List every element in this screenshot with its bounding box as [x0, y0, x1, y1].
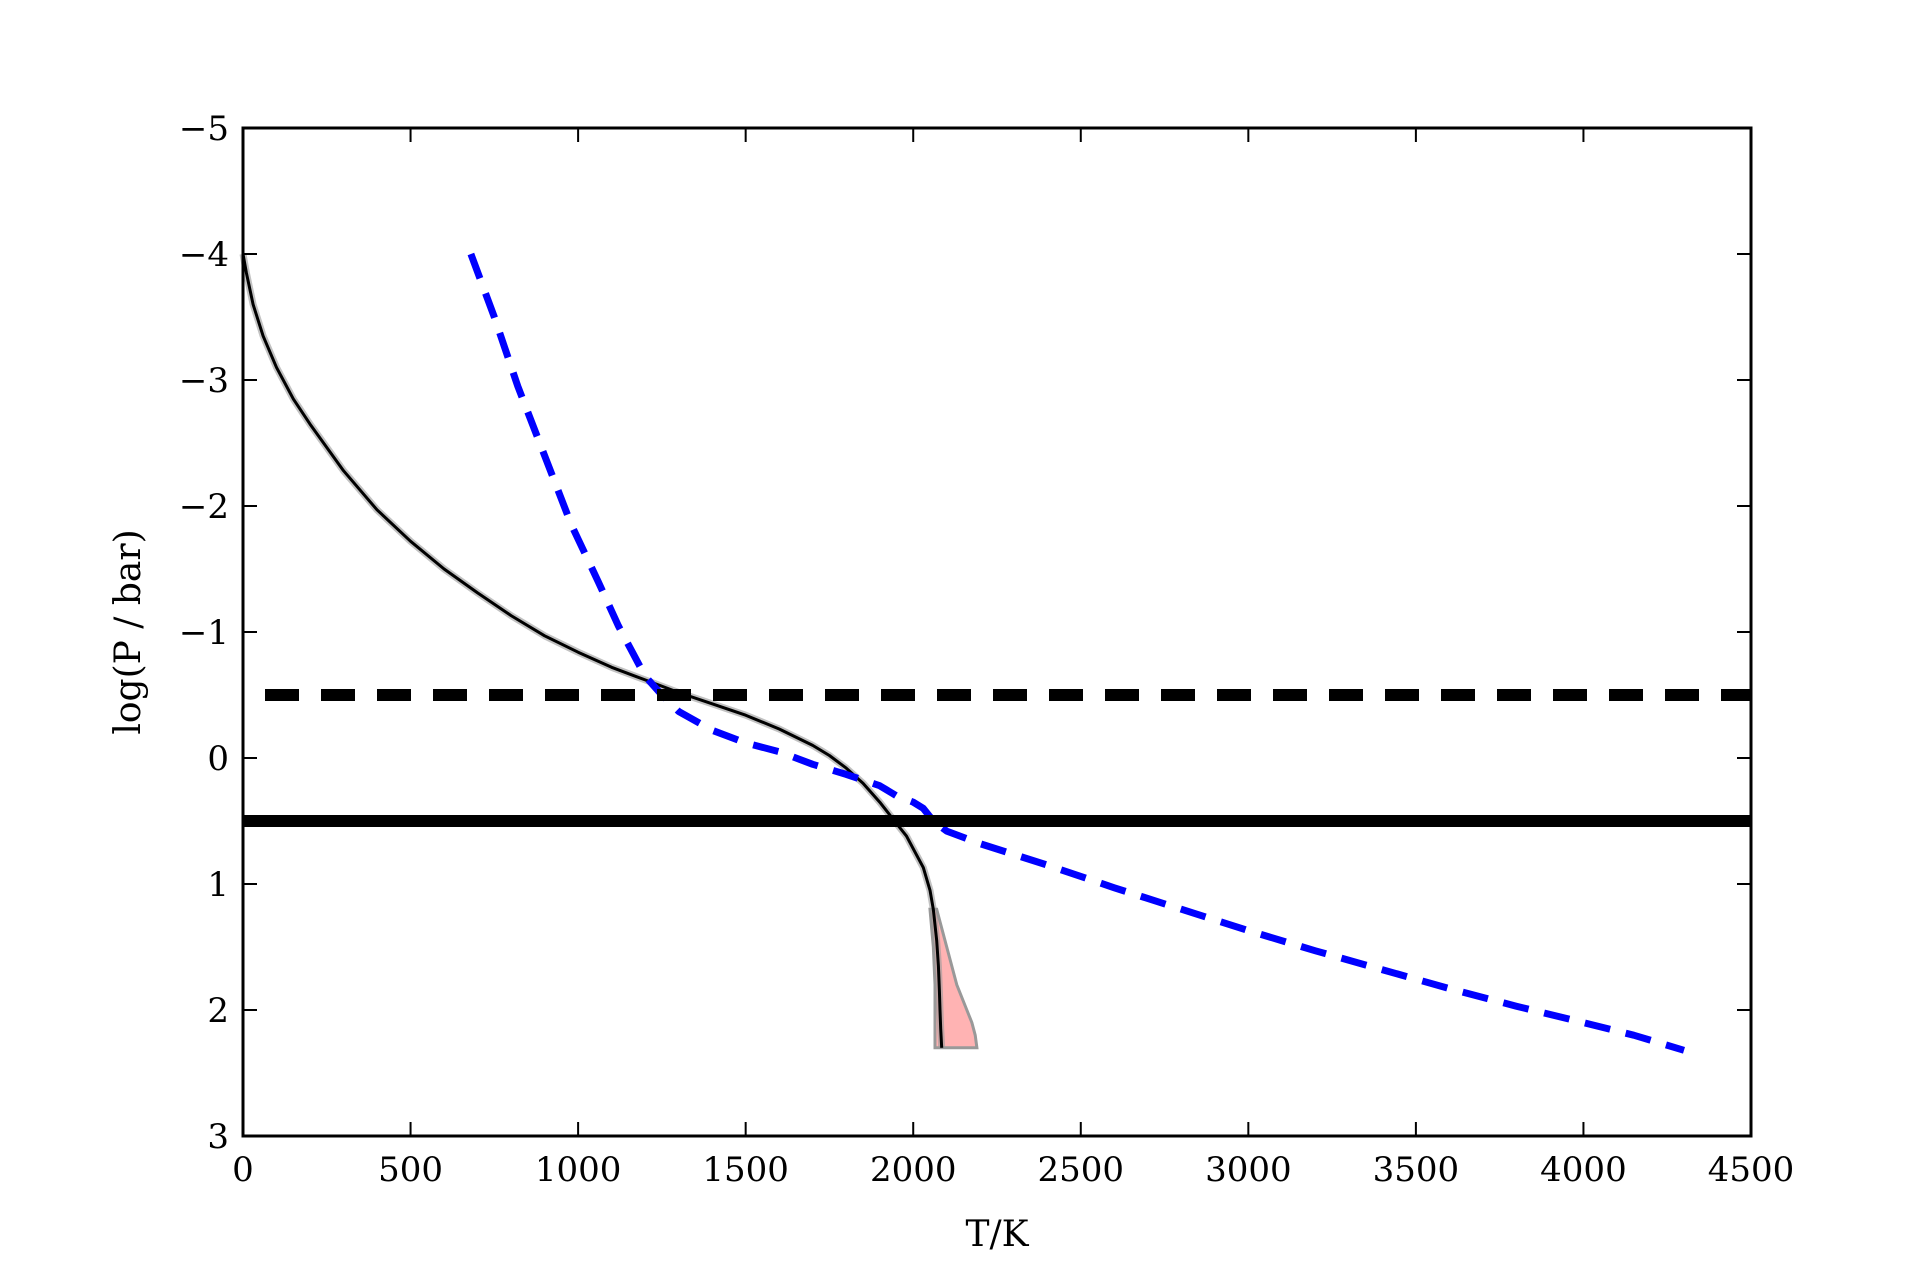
ticks-layer — [242, 127, 1752, 1137]
y-tick-label: −3 — [179, 361, 229, 401]
y-tick-label: 2 — [207, 991, 229, 1031]
x-tick-label: 2500 — [1038, 1150, 1125, 1190]
x-tick-label: 500 — [378, 1150, 443, 1190]
y-tick-label: 3 — [207, 1117, 229, 1157]
series-0-halo — [239, 253, 946, 1048]
x-tick-label: 3000 — [1205, 1150, 1292, 1190]
x-tick-label: 0 — [232, 1150, 254, 1190]
x-tick-label: 1500 — [702, 1150, 789, 1190]
x-tick-label: 3500 — [1373, 1150, 1460, 1190]
blue-dashed-profile-line — [467, 252, 1686, 1054]
x-tick-label: 2000 — [870, 1150, 957, 1190]
y-tick-label: −1 — [179, 613, 229, 653]
series-layer — [239, 252, 1686, 1054]
x-tick-label: 1000 — [535, 1150, 622, 1190]
y-tick-label: 0 — [207, 739, 229, 779]
tick-labels-layer: 0 500 1000 1500 2000 2500 3000 3500 4000 4500 −5 −4… — [179, 109, 1794, 1190]
y-tick-label: −5 — [179, 109, 229, 149]
temperature-profile-line — [241, 253, 944, 1048]
y-axis-label: log(P / bar) — [108, 529, 149, 734]
x-tick-label: 4500 — [1708, 1150, 1795, 1190]
x-axis-label: T/K — [965, 1214, 1029, 1255]
y-tick-label: −4 — [179, 235, 229, 275]
reference-lines-layer — [243, 689, 1751, 827]
x-tick-label: 4000 — [1540, 1150, 1627, 1190]
plot-frame — [241, 126, 1753, 1138]
y-tick-label: −2 — [179, 487, 229, 527]
y-tick-label: 1 — [207, 865, 229, 905]
